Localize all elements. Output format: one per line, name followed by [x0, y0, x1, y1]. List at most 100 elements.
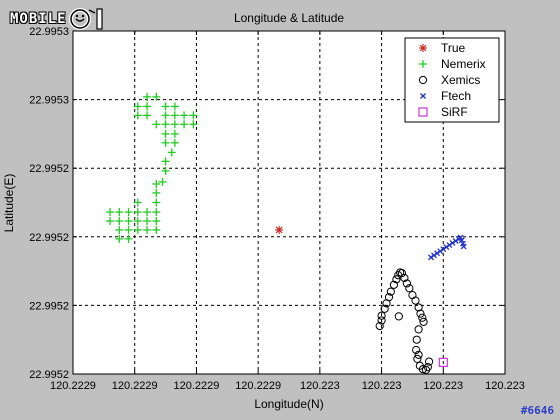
x-tick-label: 120.223	[362, 380, 402, 392]
data-point	[115, 217, 124, 226]
x-tick-label: 120.2229	[173, 380, 219, 392]
x-tick-label: 120.223	[423, 380, 463, 392]
data-point	[161, 120, 170, 129]
data-point	[133, 208, 142, 217]
data-point	[180, 120, 189, 129]
data-point	[460, 243, 467, 250]
data-point	[389, 280, 399, 289]
logo-text: MOBILE	[10, 11, 67, 27]
legend-marker	[418, 75, 428, 85]
legend-label: Nemerix	[441, 57, 486, 71]
data-point	[377, 311, 386, 320]
data-point	[143, 92, 152, 101]
data-point	[124, 234, 133, 243]
data-point	[124, 208, 133, 217]
data-point	[161, 138, 170, 147]
x-tick-label: 120.2229	[112, 380, 158, 392]
data-point	[386, 287, 395, 296]
legend-label: SiRF	[441, 105, 468, 119]
data-point	[143, 208, 152, 217]
data-point	[161, 111, 170, 120]
data-point	[170, 138, 179, 147]
legend-marker	[419, 60, 427, 68]
logo: MOBILE	[10, 6, 113, 32]
data-point	[143, 111, 152, 120]
data-point	[412, 335, 421, 344]
data-point	[400, 273, 409, 283]
data-point	[152, 225, 161, 234]
data-point	[384, 293, 394, 302]
data-point	[423, 363, 432, 372]
data-point	[161, 166, 170, 175]
x-tick-label: 120.223	[485, 380, 525, 392]
x-tick-label: 120.2229	[235, 380, 281, 392]
data-point	[414, 325, 423, 334]
data-point	[414, 303, 423, 312]
data-point	[275, 225, 284, 234]
data-point	[412, 345, 421, 355]
data-point	[124, 225, 133, 234]
data-point	[133, 111, 142, 120]
y-axis-label: Latitude(E)	[2, 174, 16, 233]
x-axis-label: Longitude(N)	[254, 397, 323, 411]
data-point	[405, 284, 414, 293]
x-tick-label: 120.223	[300, 380, 340, 392]
data-point	[377, 316, 386, 325]
y-tick-label: 22.9952	[29, 232, 69, 244]
data-point	[424, 357, 434, 366]
data-point	[152, 198, 161, 207]
data-point	[170, 120, 179, 129]
data-point	[133, 225, 142, 234]
data-point	[402, 279, 411, 288]
y-tick-label: 22.9952	[29, 369, 69, 381]
data-point	[152, 217, 161, 226]
data-point	[158, 177, 167, 186]
legend-label: Ftech	[441, 89, 471, 103]
data-point	[452, 237, 459, 244]
y-ticks: 22.9952 22.9952 22.9952 22.9952 22.9953 22.99…	[29, 26, 505, 381]
y-tick-label: 22.9953	[29, 95, 69, 107]
data-point	[170, 129, 179, 138]
data-point	[440, 246, 447, 253]
series-nemerix	[106, 92, 198, 243]
data-point	[115, 225, 124, 234]
data-point	[394, 312, 403, 321]
data-point	[180, 111, 189, 120]
data-point	[143, 225, 152, 234]
data-point	[152, 120, 161, 129]
data-point	[152, 188, 161, 197]
series-ftech	[427, 234, 467, 261]
data-point	[115, 208, 124, 217]
data-point	[416, 309, 425, 318]
data-point	[375, 321, 384, 331]
data-point	[437, 248, 444, 255]
data-point	[152, 208, 161, 217]
x-tick-label: 120.2229	[50, 380, 96, 392]
data-point	[189, 111, 198, 120]
data-point	[143, 102, 152, 111]
data-point	[434, 250, 441, 257]
data-point	[392, 275, 401, 284]
legend-marker	[420, 93, 426, 99]
data-point	[161, 102, 170, 111]
data-point	[418, 365, 428, 374]
y-tick-label: 22.9952	[29, 300, 69, 312]
data-point	[161, 157, 170, 166]
data-point	[133, 102, 142, 111]
data-point	[446, 242, 453, 248]
data-point	[106, 208, 115, 217]
data-point	[411, 296, 420, 305]
legend-marker	[419, 44, 427, 52]
data-marks	[106, 92, 467, 374]
data-point	[449, 240, 456, 246]
series-true	[275, 225, 284, 234]
data-point	[414, 350, 423, 359]
data-point	[143, 217, 152, 226]
data-point	[397, 269, 407, 278]
grid	[73, 31, 505, 374]
x-ticks: 120.2229 120.2229 120.2229 120.2229 120.223 1…	[50, 31, 525, 392]
legend-label: Xemics	[441, 73, 480, 87]
data-point	[152, 179, 161, 188]
data-point	[419, 317, 428, 326]
